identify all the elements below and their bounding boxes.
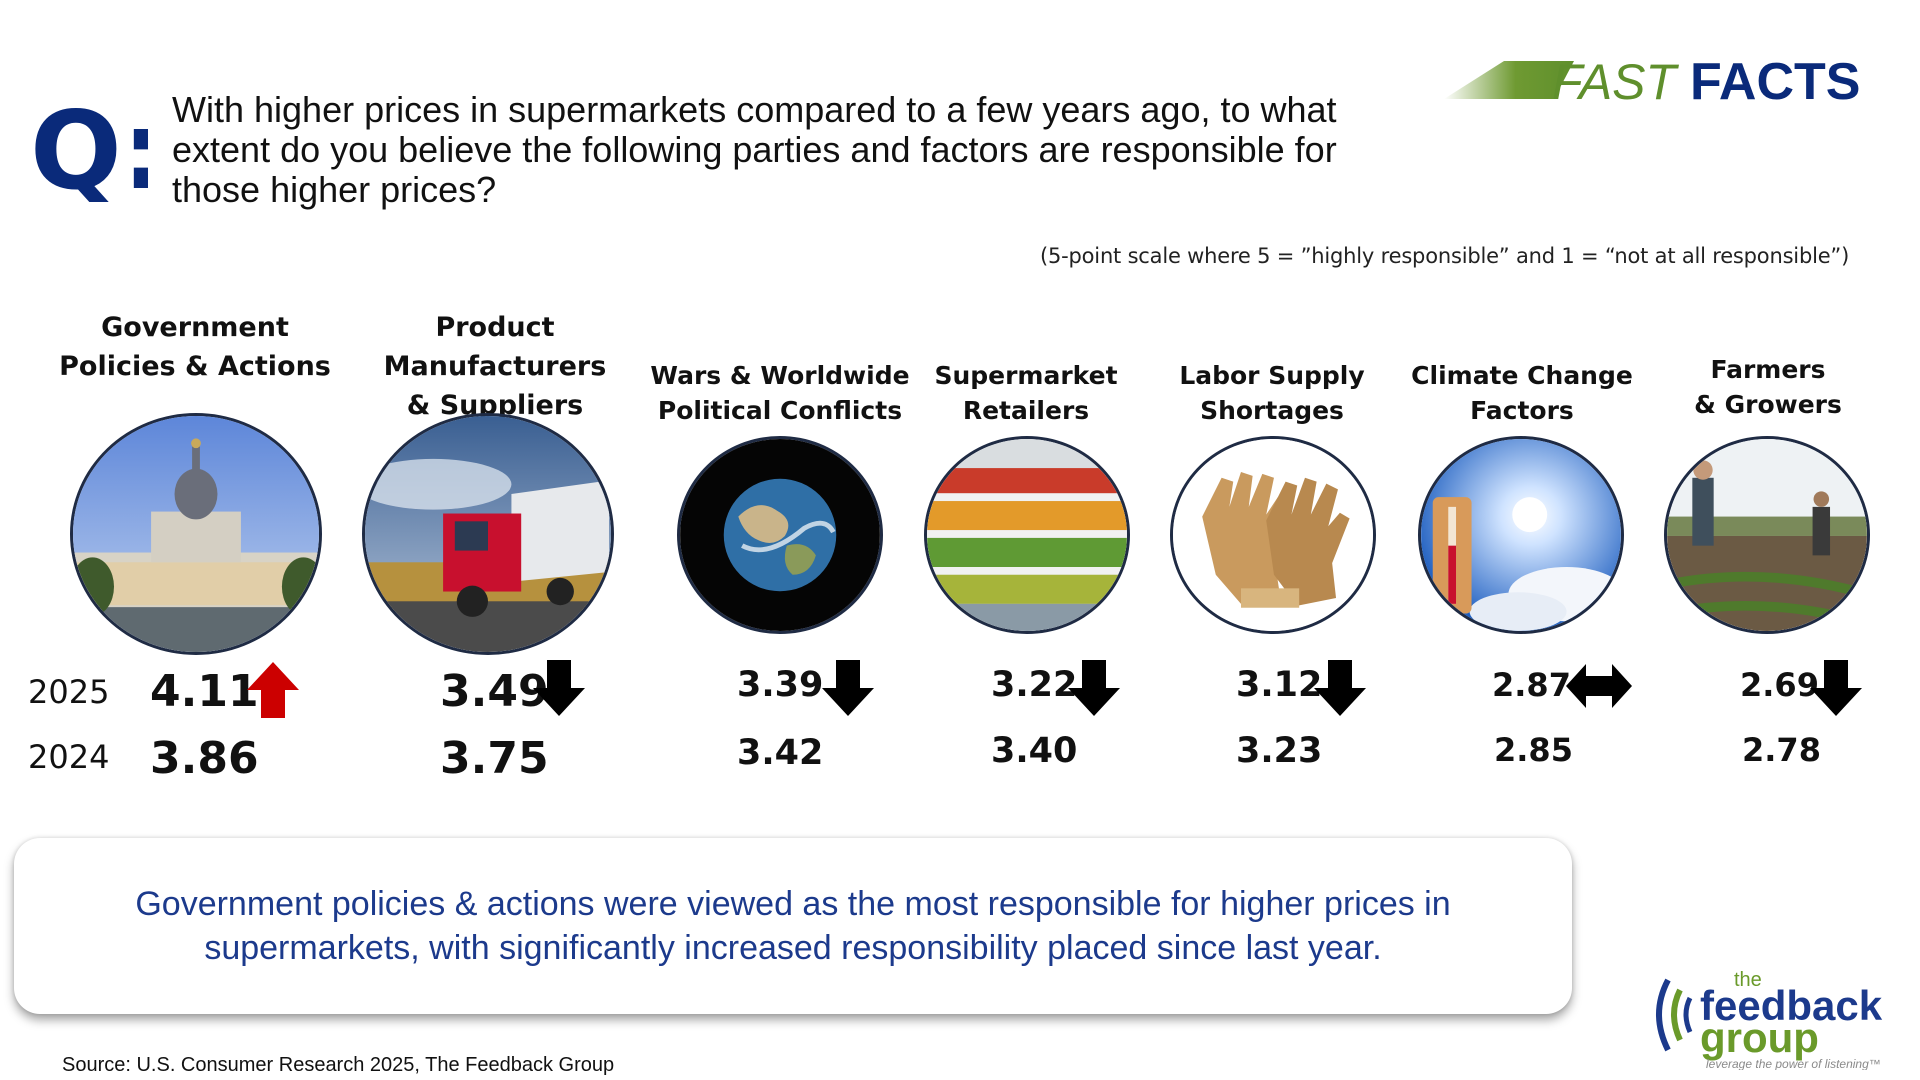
svg-text:feedback: feedback — [1700, 982, 1883, 1029]
category-label: Labor Supply Shortages — [1179, 361, 1365, 425]
source-note: Source: U.S. Consumer Research 2025, The… — [62, 1054, 615, 1076]
svg-text:Q:: Q: — [30, 92, 148, 202]
value-2024: 2.85 — [1494, 731, 1573, 769]
value-2025: 2.69 — [1740, 666, 1819, 704]
svg-text:FAST: FAST — [1552, 55, 1680, 110]
category-manufacturers: Product Manufacturers & Suppliers — [330, 308, 660, 421]
category-farmers: Farmers & Growers — [1628, 352, 1908, 432]
category-labor: Labor Supply Shortages — [1132, 358, 1412, 438]
down-arrow-icon — [533, 660, 585, 716]
value-2025: 3.22 — [991, 665, 1078, 705]
up-arrow-icon — [247, 662, 299, 718]
globe-icon — [677, 436, 883, 634]
down-arrow-icon — [1810, 660, 1862, 716]
category-government: Government Policies & Actions — [55, 308, 335, 388]
category-label: Wars & Worldwide Political Conflicts — [650, 361, 910, 425]
farmers-field-icon — [1664, 436, 1870, 634]
value-2025: 3.12 — [1236, 665, 1323, 705]
category-label: Product Manufacturers & Suppliers — [383, 312, 607, 421]
value-2024: 3.23 — [1236, 731, 1323, 771]
feedback-group-logo: the feedback group leverage the power of… — [1656, 969, 1883, 1070]
work-gloves-icon — [1170, 436, 1376, 634]
category-climate: Climate Change Factors — [1382, 358, 1662, 438]
value-2024: 3.42 — [737, 733, 824, 773]
year-label-2025: 2025 — [28, 673, 110, 711]
value-2025: 3.49 — [440, 666, 549, 717]
key-finding-callout: Government policies & actions were viewe… — [14, 838, 1572, 1014]
capitol-building-icon — [70, 413, 322, 655]
value-2024: 2.78 — [1742, 731, 1821, 769]
value-2024: 3.86 — [150, 733, 259, 784]
category-wars: Wars & Worldwide Political Conflicts — [640, 358, 920, 438]
category-supermarket: Supermarket Retailers — [886, 358, 1166, 438]
svg-text:the: the — [1734, 969, 1762, 991]
svg-text:leverage the power of listenin: leverage the power of listening™ — [1706, 1057, 1881, 1070]
value-2024: 3.40 — [991, 731, 1078, 771]
category-label: Supermarket Retailers — [934, 361, 1118, 425]
key-finding-text: Government policies & actions were viewe… — [135, 885, 1451, 967]
sun-thermometer-icon — [1418, 436, 1624, 634]
question-text: With higher prices in supermarkets compa… — [172, 89, 1337, 210]
scale-note: (5-point scale where 5 = ”highly respons… — [1040, 244, 1850, 268]
fast-facts-logo: FAST FACTS — [1444, 55, 1860, 111]
truck-icon — [362, 413, 614, 655]
down-arrow-icon — [1314, 660, 1366, 716]
year-label-2024: 2024 — [28, 738, 110, 776]
produce-shelf-icon — [924, 436, 1130, 634]
down-arrow-icon — [1068, 660, 1120, 716]
value-2025: 3.39 — [737, 665, 824, 705]
category-label: Government Policies & Actions — [59, 312, 331, 382]
down-arrow-icon — [822, 660, 874, 716]
value-2024: 3.75 — [440, 733, 549, 784]
category-label: Farmers & Growers — [1694, 355, 1842, 419]
category-label: Climate Change Factors — [1411, 361, 1633, 425]
value-2025: 2.87 — [1492, 666, 1571, 704]
svg-text:group: group — [1700, 1014, 1819, 1061]
double-arrow-icon — [1566, 664, 1632, 708]
q-label: Q: — [30, 92, 148, 202]
value-2025: 4.11 — [150, 666, 259, 717]
svg-text:FACTS: FACTS — [1690, 55, 1860, 111]
